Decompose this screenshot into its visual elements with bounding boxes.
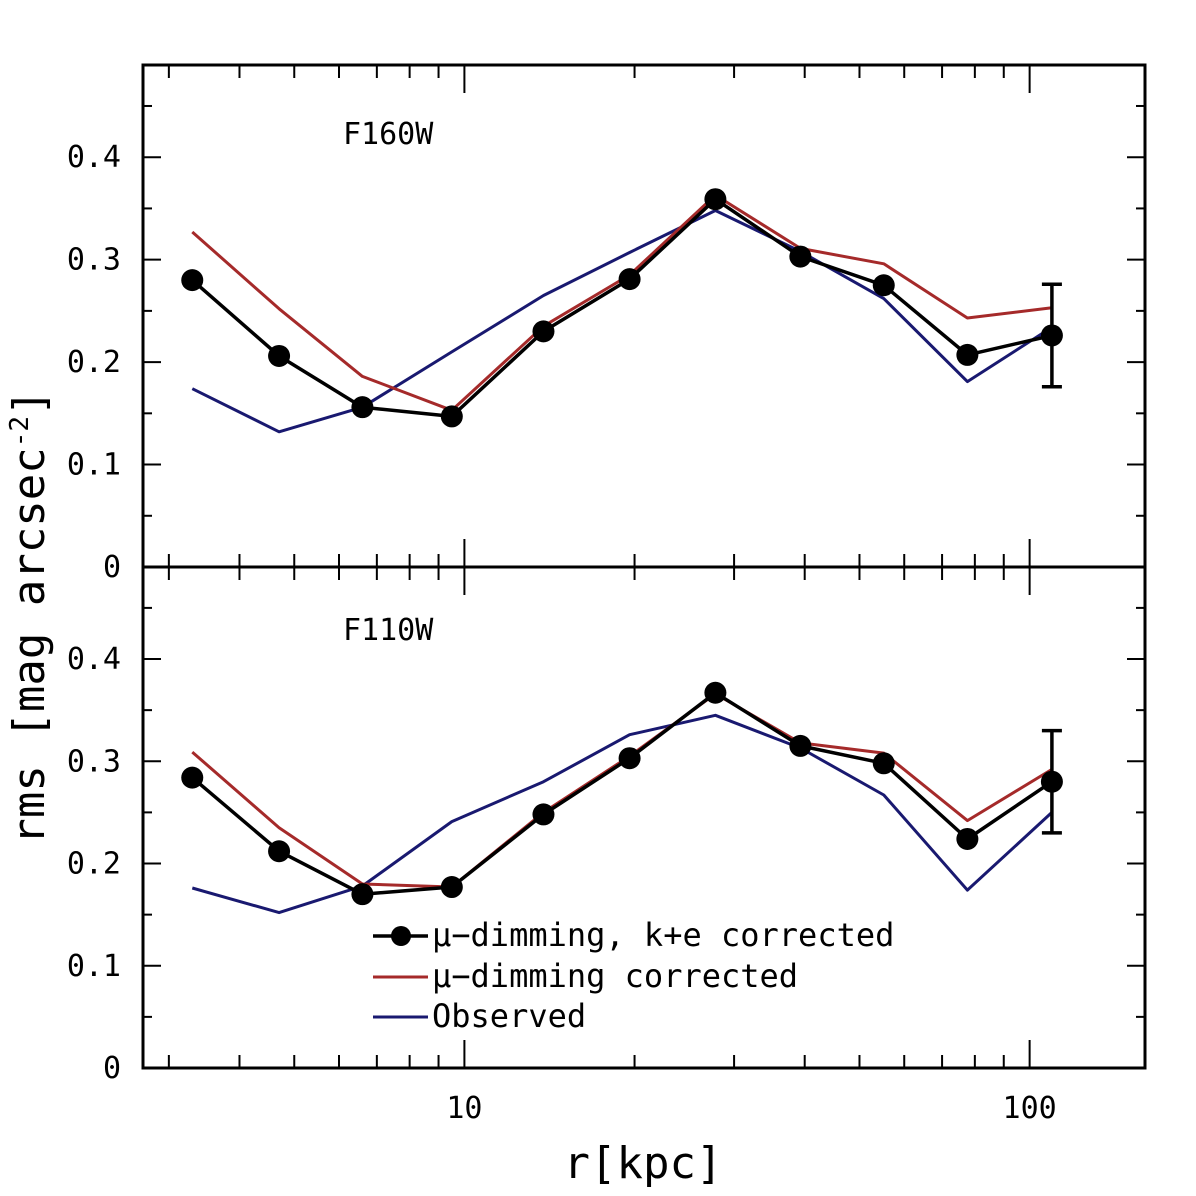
legend-label: μ−dimming corrected — [432, 957, 798, 995]
data-point — [532, 803, 555, 826]
data-point — [268, 344, 291, 367]
x-tick-label: 10 — [446, 1091, 482, 1126]
y-tick-label: 0.2 — [67, 345, 121, 380]
panel-f110w: 0 0.1 0.2 0.3 0.4 F110W — [67, 565, 1147, 1086]
y-tick-label: 0.4 — [67, 140, 121, 175]
y-axis-title-close: ] — [4, 389, 55, 416]
data-point — [181, 269, 204, 292]
data-point — [181, 766, 204, 789]
y-axis-title: rms [mag arcsec-2] — [4, 389, 55, 844]
y-tick-label: 0.1 — [67, 949, 121, 984]
x-axis-tick-labels: 10 100 — [446, 1091, 1056, 1126]
data-point — [872, 752, 895, 775]
y-tick-label: 0 — [103, 1051, 121, 1086]
y-tick-label: 0.3 — [67, 243, 121, 278]
x-tick-label: 100 — [1003, 1091, 1057, 1126]
data-point — [704, 188, 727, 211]
data-point — [789, 245, 812, 268]
y-tick-label: 0.2 — [67, 847, 121, 882]
data-point — [351, 396, 374, 419]
data-point — [532, 320, 555, 343]
panel-label: F160W — [343, 117, 434, 152]
x-axis-title: r[kpc] — [564, 1138, 723, 1189]
data-point — [704, 681, 727, 704]
y-axis-title-main: rms [mag arcsec — [4, 447, 55, 844]
y-tick-label: 0.1 — [67, 448, 121, 483]
data-point — [789, 734, 812, 757]
legend-label: μ−dimming, k+e corrected — [432, 916, 894, 954]
legend-label: Observed — [432, 997, 586, 1035]
data-point — [440, 876, 463, 899]
y-tick-label: 0 — [103, 550, 121, 585]
y-tick-label: 0.3 — [67, 744, 121, 779]
data-point — [618, 747, 641, 770]
data-point — [956, 343, 979, 366]
legend-marker — [391, 926, 411, 946]
y-axis-title-sup: -2 — [5, 416, 35, 447]
series-line — [191, 713, 1053, 915]
data-point — [956, 827, 979, 850]
y-tick-label: 0.4 — [67, 642, 121, 677]
data-point — [872, 274, 895, 297]
data-point — [268, 840, 291, 863]
panel-label: F110W — [343, 613, 434, 648]
plot-frame — [141, 565, 1147, 1070]
panel-f160w: 0 0.1 0.2 0.3 0.4 F160W — [67, 63, 1147, 585]
data-point — [440, 405, 463, 428]
data-point — [618, 268, 641, 291]
series-line — [191, 209, 1053, 434]
data-point — [351, 883, 374, 906]
